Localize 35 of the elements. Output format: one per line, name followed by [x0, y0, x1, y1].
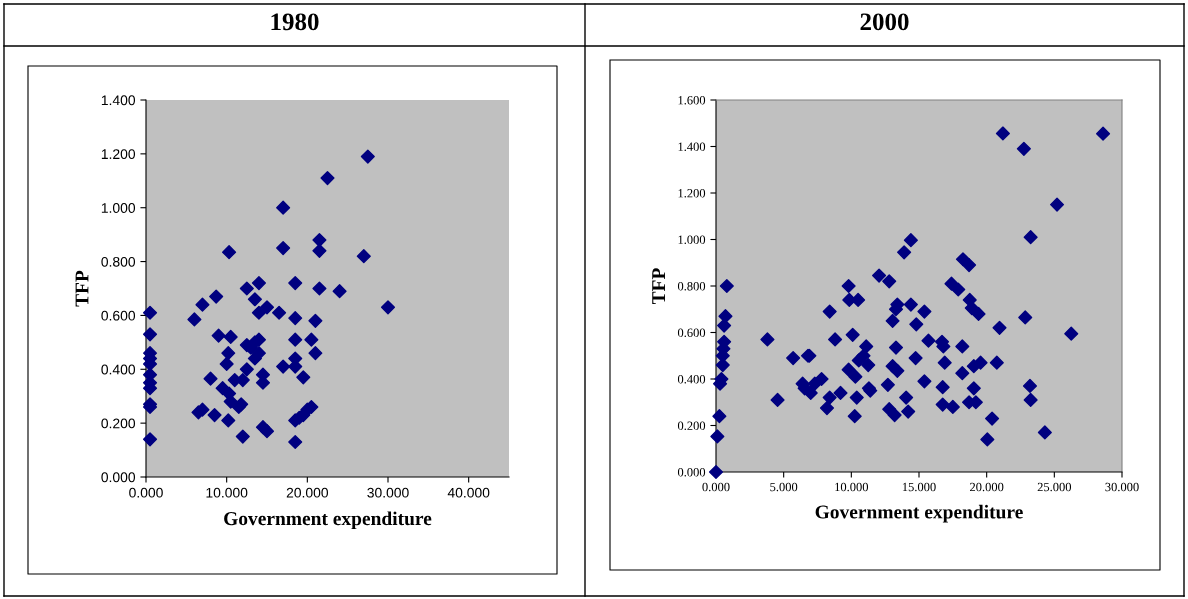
chart-title: 2000	[860, 13, 909, 31]
x-tick-label: 15.000	[902, 482, 936, 492]
y-tick-label: 1.000	[678, 235, 706, 245]
x-tick-label: 0.000	[702, 482, 730, 492]
y-tick-label: 0.800	[101, 256, 136, 267]
x-tick-label: 0.000	[129, 487, 163, 498]
y-tick-label: 0.000	[677, 468, 706, 477]
y-tick-label: 0.400	[677, 375, 706, 384]
y-tick-label: 1.200	[101, 149, 136, 160]
y-tick-label: 1.600	[678, 96, 706, 105]
x-tick-label: 20.000	[286, 487, 329, 498]
x-tick-label: 30.000	[367, 487, 409, 498]
y-axis-title: TFP	[75, 270, 89, 307]
y-tick-label: 0.800	[677, 282, 706, 291]
chart-title: 1980	[271, 13, 319, 31]
y-tick-label: 0.400	[101, 364, 136, 375]
y-tick-label: 1.000	[101, 203, 136, 213]
x-tick-label: 25.000	[1037, 482, 1072, 492]
y-tick-label: 0.600	[677, 328, 706, 338]
x-tick-label: 40.000	[447, 487, 490, 498]
y-tick-label: 0.200	[101, 418, 136, 429]
y-tick-label: 1.400	[678, 142, 706, 152]
y-tick-label: 0.600	[101, 310, 136, 321]
x-axis-title: Government expenditure	[224, 511, 432, 530]
x-tick-label: 30.000	[1105, 482, 1139, 492]
y-tick-label: 0.000	[101, 472, 136, 483]
x-tick-label: 10.000	[835, 482, 869, 492]
y-tick-label: 1.200	[678, 189, 706, 198]
x-tick-label: 10.000	[206, 487, 248, 498]
x-tick-label: 20.000	[970, 482, 1004, 492]
x-tick-label: 5.000	[770, 482, 798, 492]
y-tick-label: 1.400	[101, 95, 136, 106]
y-tick-label: 0.200	[677, 421, 706, 431]
y-axis-title: TFP	[652, 268, 665, 305]
x-axis-title: Government expenditure	[815, 504, 1023, 523]
